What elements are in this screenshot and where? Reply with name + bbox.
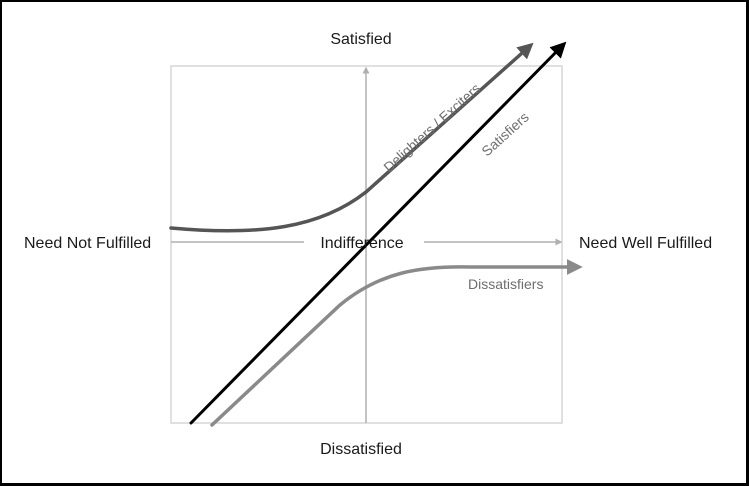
indifference-label: Indifference <box>320 235 403 252</box>
dissatisfied-label: Dissatisfied <box>320 441 402 458</box>
need-not-fulfilled-label: Need Not Fulfilled <box>24 235 151 252</box>
dissatisfiers-curve <box>210 259 583 427</box>
need-well-fulfilled-label: Need Well Fulfilled <box>579 235 712 252</box>
satisfiers-line <box>189 41 567 425</box>
dissatisfiers-label: Dissatisfiers <box>468 276 543 292</box>
satisfiers-label: Satisfiers <box>478 109 531 159</box>
delighters-label: Delighters / Exciters <box>380 80 483 175</box>
satisfied-label: Satisfied <box>330 31 391 48</box>
delighters-curve <box>169 42 534 233</box>
